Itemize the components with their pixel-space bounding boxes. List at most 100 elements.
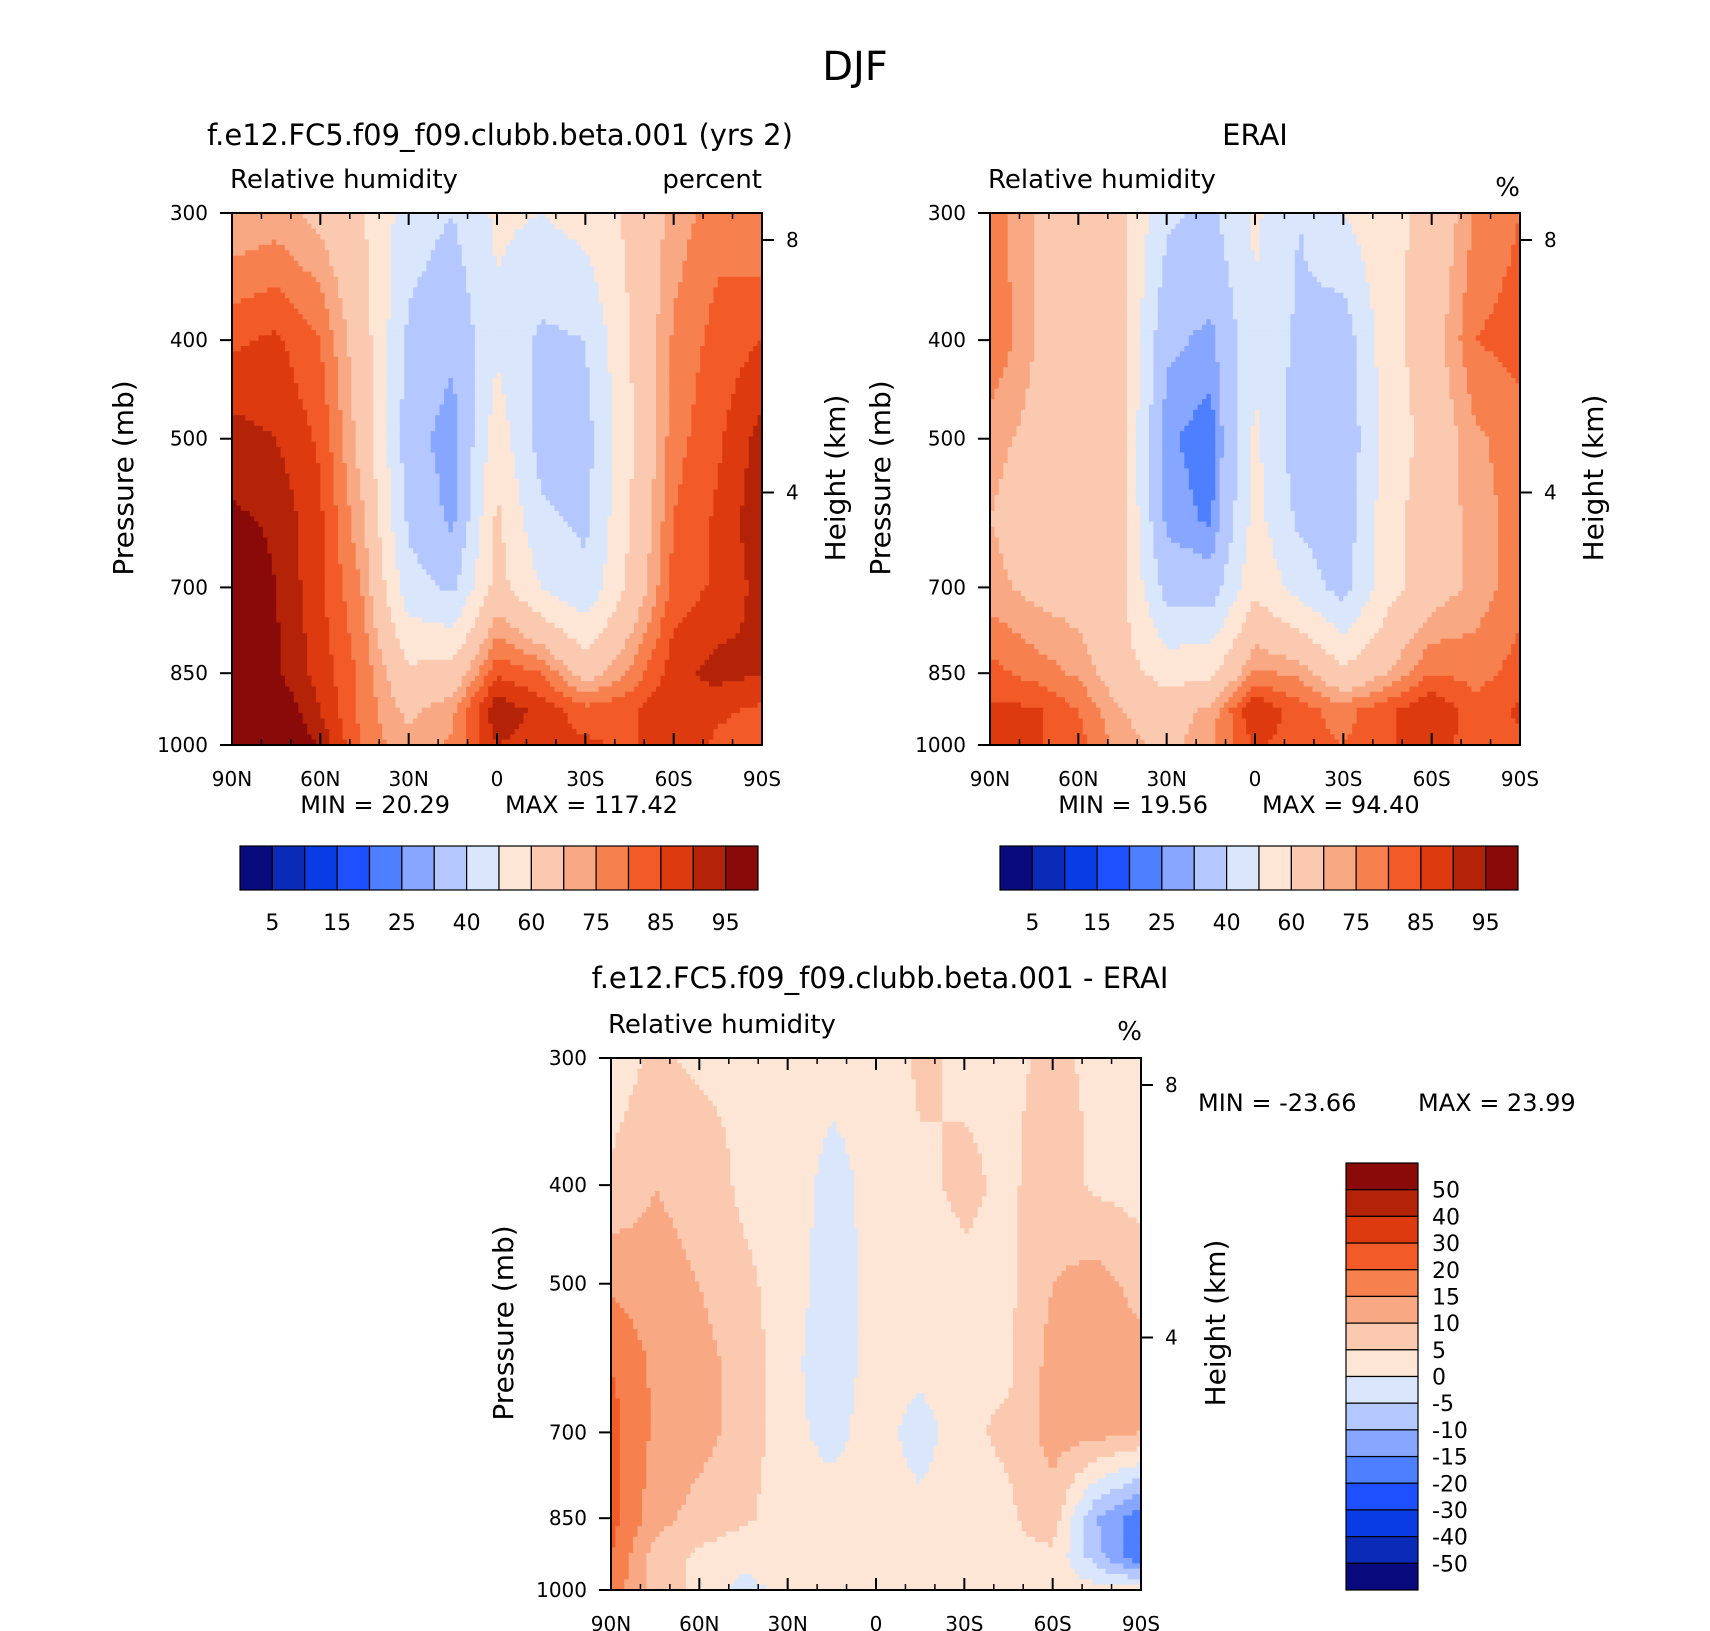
model-cell <box>563 229 568 235</box>
model-cell <box>395 287 400 293</box>
model-cell <box>541 224 546 230</box>
model-cell <box>528 272 533 278</box>
model-cell <box>272 245 277 251</box>
model-cell <box>488 346 493 352</box>
model-cell <box>705 229 710 235</box>
model-cell <box>528 410 533 416</box>
model-cell <box>660 287 665 293</box>
model-cell <box>727 383 732 389</box>
model-cell <box>590 325 595 331</box>
model-cell <box>722 346 727 352</box>
model-cell <box>532 399 537 405</box>
model-cell <box>577 335 582 341</box>
model-cell <box>351 293 356 299</box>
model-cell <box>365 250 370 256</box>
model-cell <box>320 330 325 336</box>
model-cell <box>294 314 299 320</box>
model-cell <box>585 415 590 421</box>
model-cell <box>497 330 502 336</box>
model-cell <box>334 319 339 325</box>
model-cell <box>307 362 312 368</box>
model-cell <box>749 224 754 230</box>
model-cell <box>391 234 396 240</box>
model-cell <box>537 277 542 283</box>
model-cell <box>479 240 484 246</box>
model-cell <box>599 293 604 299</box>
model-cell <box>484 357 489 363</box>
model-cell <box>727 218 732 224</box>
model-cell <box>736 245 741 251</box>
model-cell <box>647 277 652 283</box>
model-cell <box>241 410 246 416</box>
model-cell <box>612 367 617 373</box>
model-cell <box>665 330 670 336</box>
model-cell <box>731 245 736 251</box>
model-cell <box>360 266 365 272</box>
model-cell <box>347 309 352 315</box>
model-cell <box>537 330 542 336</box>
model-cell <box>387 250 392 256</box>
model-cell <box>643 298 648 304</box>
model-cell <box>418 229 423 235</box>
model-cell <box>550 277 555 283</box>
model-cell <box>400 325 405 331</box>
model-cell <box>501 346 506 352</box>
model-cell <box>559 405 564 411</box>
model-cell <box>524 351 529 357</box>
model-cell <box>259 330 264 336</box>
model-cell <box>607 389 612 395</box>
model-cell <box>665 282 670 288</box>
model-cell <box>285 415 290 421</box>
model-cell <box>475 245 480 251</box>
model-cell <box>272 224 277 230</box>
model-cell <box>643 410 648 416</box>
model-cell <box>656 240 661 246</box>
model-cell <box>603 394 608 400</box>
model-cell <box>603 218 608 224</box>
model-cell <box>749 319 754 325</box>
model-cell <box>506 415 511 421</box>
model-cell <box>395 373 400 379</box>
model-cell <box>501 314 506 320</box>
model-cell <box>457 287 462 293</box>
model-cell <box>342 266 347 272</box>
model-cell <box>294 245 299 251</box>
model-cell <box>404 351 409 357</box>
model-cell <box>338 325 343 331</box>
model-cell <box>687 240 692 246</box>
model-cell <box>497 415 502 421</box>
model-cell <box>466 218 471 224</box>
model-cell <box>457 234 462 240</box>
model-cell <box>647 250 652 256</box>
model-cell <box>325 287 330 293</box>
model-cell <box>753 314 758 320</box>
model-cell <box>700 341 705 347</box>
model-cell <box>493 266 498 272</box>
model-cell <box>696 298 701 304</box>
model-cell <box>568 277 573 283</box>
model-cell <box>289 277 294 283</box>
model-cell <box>334 245 339 251</box>
model-cell <box>647 234 652 240</box>
model-cell <box>431 420 436 426</box>
model-cell <box>705 351 710 357</box>
model-cell <box>391 319 396 325</box>
model-cell <box>418 325 423 331</box>
model-cell <box>373 378 378 384</box>
model-cell <box>466 309 471 315</box>
model-cell <box>334 218 339 224</box>
model-cell <box>700 245 705 251</box>
model-cell <box>404 399 409 405</box>
model-cell <box>581 309 586 315</box>
model-cell <box>329 341 334 347</box>
model-cell <box>466 298 471 304</box>
model-cell <box>391 405 396 411</box>
model-cell <box>581 314 586 320</box>
model-cell <box>665 351 670 357</box>
model-cell <box>395 415 400 421</box>
model-cell <box>501 240 506 246</box>
model-cell <box>404 405 409 411</box>
model-cell <box>294 287 299 293</box>
model-cell <box>744 373 749 379</box>
model-cell <box>665 287 670 293</box>
